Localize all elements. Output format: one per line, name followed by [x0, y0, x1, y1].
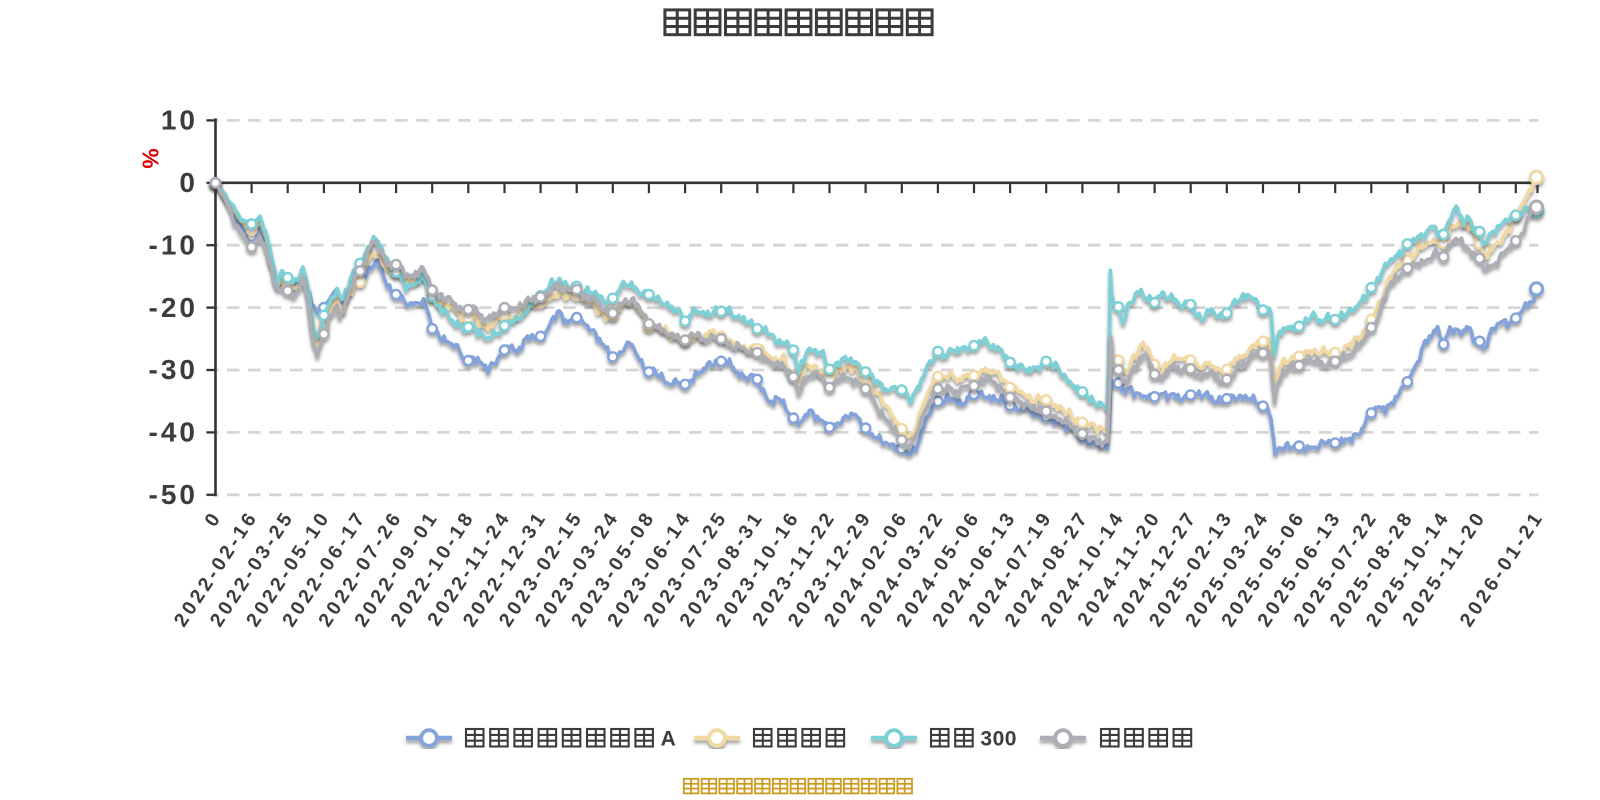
svg-text:-50: -50	[149, 479, 198, 510]
svg-text:-30: -30	[149, 354, 198, 385]
svg-text:0: 0	[179, 167, 198, 198]
svg-text:-40: -40	[149, 417, 198, 448]
svg-text:300: 300	[980, 728, 1017, 751]
svg-text:10: 10	[161, 105, 198, 136]
svg-text:-20: -20	[149, 292, 198, 323]
svg-text:%: %	[138, 148, 164, 168]
svg-text:A: A	[661, 728, 676, 751]
svg-text:-10: -10	[149, 229, 198, 260]
